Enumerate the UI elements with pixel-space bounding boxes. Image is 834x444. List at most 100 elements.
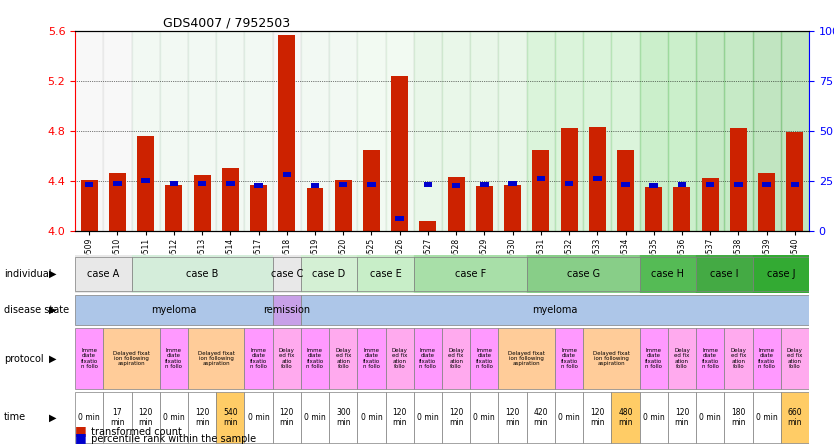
FancyBboxPatch shape	[527, 392, 555, 443]
Bar	[414, 255, 527, 293]
Text: Imme
diate
fixatio
n follo: Imme diate fixatio n follo	[475, 348, 493, 369]
FancyBboxPatch shape	[357, 392, 385, 443]
FancyBboxPatch shape	[75, 328, 103, 389]
Bar	[476, 186, 493, 231]
FancyBboxPatch shape	[470, 392, 499, 443]
Text: case C: case C	[270, 269, 303, 279]
Text: case J: case J	[766, 269, 795, 279]
Text: ▶: ▶	[49, 269, 57, 279]
FancyBboxPatch shape	[385, 392, 414, 443]
Text: 0 min: 0 min	[699, 413, 721, 422]
Text: transformed count: transformed count	[88, 427, 182, 437]
Bar	[701, 178, 719, 231]
Bar	[617, 150, 634, 231]
Bar	[762, 182, 771, 187]
Bar	[565, 181, 573, 186]
Bar	[132, 255, 273, 293]
Bar	[311, 183, 319, 188]
Text: 0 min: 0 min	[417, 413, 439, 422]
Bar	[334, 180, 352, 231]
Bar	[329, 31, 357, 231]
FancyBboxPatch shape	[75, 257, 132, 291]
Text: 120
min: 120 min	[675, 408, 689, 427]
Bar	[706, 182, 715, 187]
Bar	[589, 127, 605, 231]
Text: ▶: ▶	[49, 305, 57, 315]
Text: case I: case I	[710, 269, 739, 279]
FancyBboxPatch shape	[273, 392, 301, 443]
Text: Imme
diate
fixatio
n follo: Imme diate fixatio n follo	[560, 348, 578, 369]
Text: 540
min: 540 min	[223, 408, 238, 427]
Bar	[724, 31, 752, 231]
Text: 0 min: 0 min	[78, 413, 100, 422]
Bar	[611, 31, 640, 231]
Bar	[109, 174, 126, 231]
FancyBboxPatch shape	[527, 257, 640, 291]
Text: Delay
ed fix
ation
follo: Delay ed fix ation follo	[787, 348, 803, 369]
Bar	[448, 177, 465, 231]
Bar	[279, 35, 295, 231]
Bar	[424, 182, 432, 187]
Text: ▶: ▶	[49, 412, 57, 422]
Text: Imme
diate
fixatio
n follo: Imme diate fixatio n follo	[363, 348, 380, 369]
FancyBboxPatch shape	[752, 257, 809, 291]
Bar	[583, 31, 611, 231]
FancyBboxPatch shape	[103, 392, 132, 443]
Bar	[216, 31, 244, 231]
FancyBboxPatch shape	[216, 392, 244, 443]
Bar	[668, 31, 696, 231]
Bar	[226, 181, 234, 186]
Text: 120
min: 120 min	[195, 408, 209, 427]
Bar	[301, 31, 329, 231]
Text: Delay
ed fix
ation
follo: Delay ed fix ation follo	[731, 348, 746, 369]
Bar	[555, 31, 583, 231]
Bar	[696, 31, 724, 231]
FancyBboxPatch shape	[75, 295, 273, 325]
Bar	[414, 31, 442, 231]
Text: case H: case H	[651, 269, 685, 279]
Text: Delayed fixat
ion following
aspiration: Delayed fixat ion following aspiration	[198, 351, 234, 366]
Text: case D: case D	[313, 269, 346, 279]
Text: Imme
diate
fixatio
n follo: Imme diate fixatio n follo	[701, 348, 719, 369]
Text: disease state: disease state	[4, 305, 69, 315]
Text: GDS4007 / 7952503: GDS4007 / 7952503	[163, 17, 290, 30]
Bar	[621, 182, 630, 187]
Bar	[395, 216, 404, 221]
Text: Delay
ed fix
ation
follo: Delay ed fix ation follo	[335, 348, 351, 369]
Bar	[640, 31, 668, 231]
FancyBboxPatch shape	[357, 328, 385, 389]
FancyBboxPatch shape	[640, 328, 668, 389]
Text: 0 min: 0 min	[756, 413, 777, 422]
Text: Delayed fixat
ion following
aspiration: Delayed fixat ion following aspiration	[113, 351, 150, 366]
Text: 660
min: 660 min	[787, 408, 802, 427]
FancyBboxPatch shape	[442, 328, 470, 389]
FancyBboxPatch shape	[640, 257, 696, 291]
Bar	[646, 187, 662, 231]
Bar	[193, 174, 210, 231]
Text: case A: case A	[88, 269, 119, 279]
Text: myeloma: myeloma	[532, 305, 578, 315]
Text: ▶: ▶	[49, 353, 57, 364]
FancyBboxPatch shape	[414, 392, 442, 443]
Text: Imme
diate
fixatio
n follo: Imme diate fixatio n follo	[646, 348, 662, 369]
FancyBboxPatch shape	[301, 392, 329, 443]
FancyBboxPatch shape	[188, 392, 216, 443]
FancyBboxPatch shape	[357, 257, 414, 291]
FancyBboxPatch shape	[329, 328, 357, 389]
Text: 0 min: 0 min	[474, 413, 495, 422]
Bar	[527, 255, 640, 293]
Text: 0 min: 0 min	[558, 413, 580, 422]
Bar	[357, 255, 414, 293]
Text: 420
min: 420 min	[534, 408, 548, 427]
Text: ■: ■	[75, 424, 87, 437]
Bar	[480, 182, 489, 187]
FancyBboxPatch shape	[329, 392, 357, 443]
FancyBboxPatch shape	[611, 392, 640, 443]
Bar	[504, 185, 521, 231]
FancyBboxPatch shape	[555, 328, 583, 389]
Bar	[188, 31, 216, 231]
Text: 120
min: 120 min	[505, 408, 520, 427]
Bar	[385, 31, 414, 231]
Bar	[132, 31, 160, 231]
Text: 0 min: 0 min	[643, 413, 665, 422]
